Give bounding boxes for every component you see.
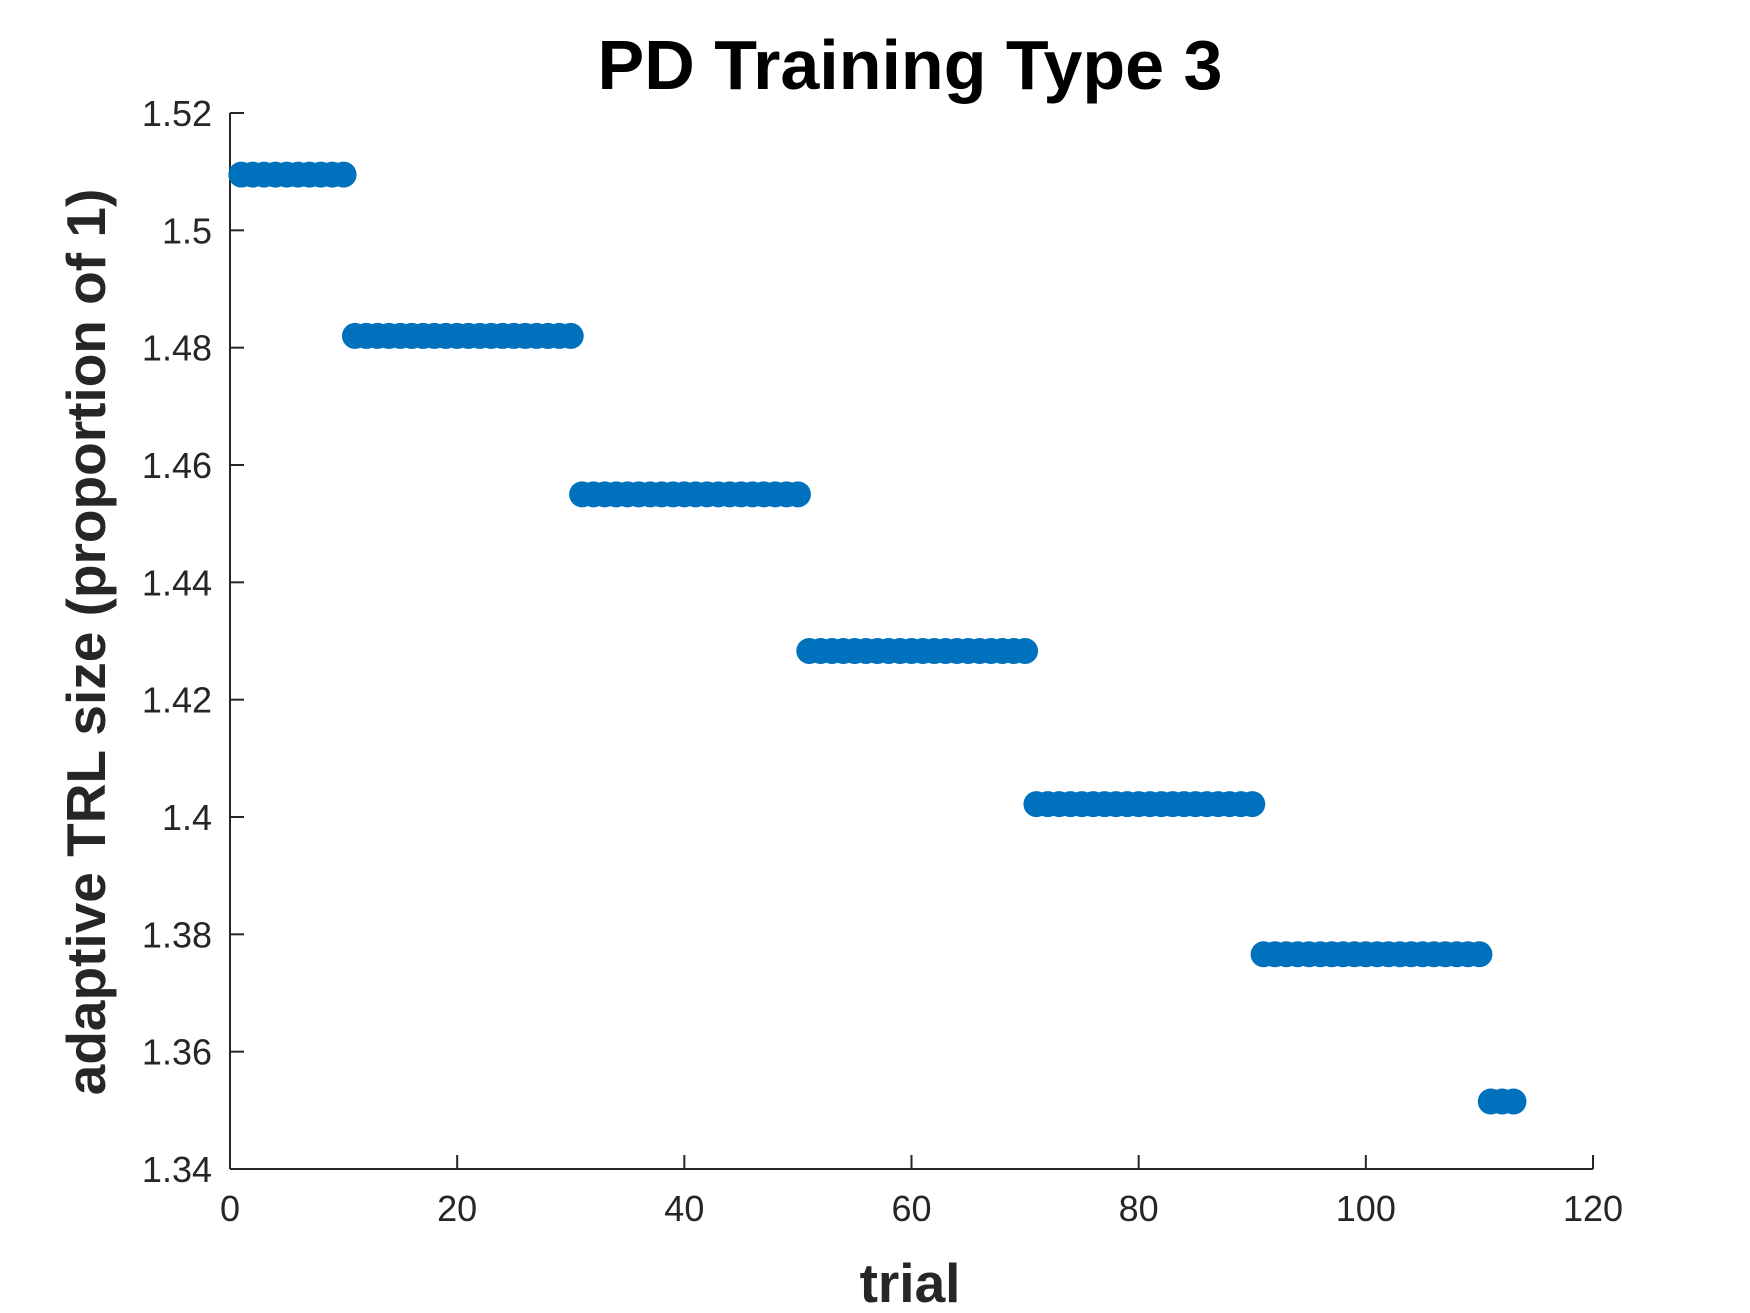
y-tick-label: 1.46	[142, 445, 212, 486]
data-point	[1500, 1088, 1527, 1115]
y-tick-label: 1.36	[142, 1032, 212, 1073]
chart-title: PD Training Type 3	[598, 26, 1223, 104]
x-tick-label: 40	[664, 1188, 704, 1229]
x-tick-label: 20	[437, 1188, 477, 1229]
data-point	[1012, 637, 1039, 664]
x-tick-label: 0	[220, 1188, 240, 1229]
x-tick-label: 60	[891, 1188, 931, 1229]
y-tick-label: 1.44	[142, 562, 212, 603]
y-axis-title: adaptive TRL size (proportion of 1)	[55, 189, 117, 1096]
y-tick-label: 1.52	[142, 93, 212, 134]
data-point	[330, 161, 357, 188]
y-tick-label: 1.5	[162, 210, 212, 251]
y-tick-label: 1.42	[142, 680, 212, 721]
y-tick-label: 1.38	[142, 914, 212, 955]
x-tick-label: 120	[1563, 1188, 1623, 1229]
data-point	[784, 481, 811, 508]
data-point	[557, 322, 584, 349]
x-tick-label: 100	[1336, 1188, 1396, 1229]
x-axis-title: trial	[860, 1252, 961, 1313]
y-tick-label: 1.48	[142, 328, 212, 369]
data-point	[1466, 941, 1493, 968]
y-tick-label: 1.34	[142, 1149, 212, 1190]
y-tick-label: 1.4	[162, 797, 212, 838]
x-tick-label: 80	[1119, 1188, 1159, 1229]
data-point	[1239, 791, 1266, 818]
axes: 0 20 40 60 80 100 120 1.34 1.36 1.38 1.4 1.42 1.44 1.…	[142, 93, 1623, 1229]
data-points	[228, 161, 1527, 1115]
